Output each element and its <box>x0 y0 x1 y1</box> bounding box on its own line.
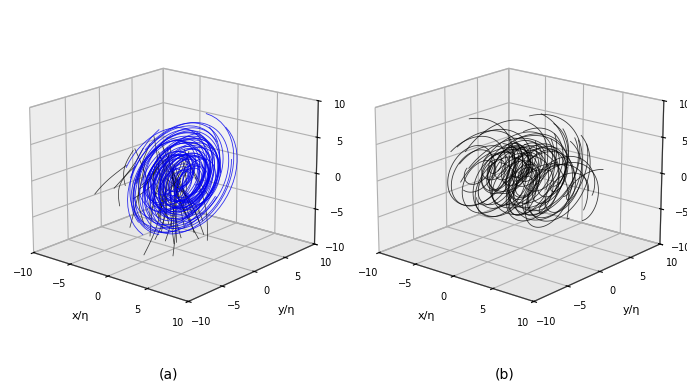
Text: (a): (a) <box>159 367 178 381</box>
X-axis label: x/η: x/η <box>72 311 89 321</box>
X-axis label: x/η: x/η <box>418 311 435 321</box>
Y-axis label: y/η: y/η <box>278 304 295 314</box>
Text: (b): (b) <box>495 367 515 381</box>
Y-axis label: y/η: y/η <box>623 304 640 314</box>
